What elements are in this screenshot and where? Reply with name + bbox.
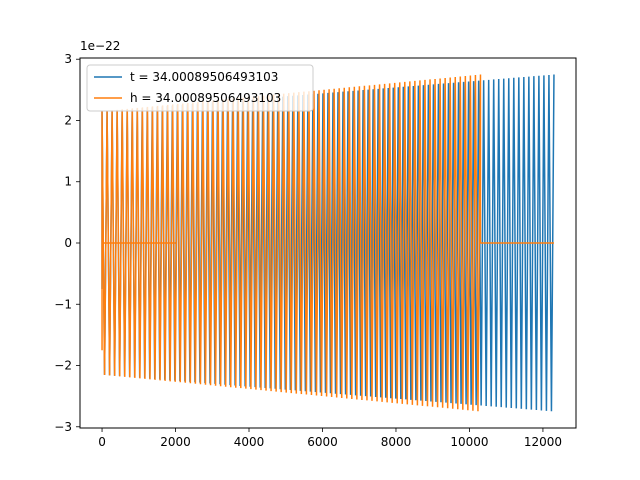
x-tick-label: 6000	[307, 435, 338, 449]
legend: t = 34.00089506493103 h = 34.00089506493…	[86, 64, 314, 112]
y-axis: −3 −2 −1 0 1 2 3	[54, 52, 80, 434]
x-tick-label: 12000	[524, 435, 562, 449]
y-tick-label: −1	[54, 297, 72, 311]
y-tick-label: 1	[64, 175, 72, 189]
x-tick-label: 4000	[234, 435, 265, 449]
y-tick-label: 0	[64, 236, 72, 250]
legend-label-t: t = 34.00089506493103	[130, 70, 278, 84]
legend-label-h: h = 34.00089506493103	[130, 91, 281, 105]
x-tick-label: 2000	[160, 435, 191, 449]
y-tick-label: −2	[54, 359, 72, 373]
legend-box	[86, 64, 314, 112]
y-tick-label: −3	[54, 420, 72, 434]
y-offset-label: 1e−22	[80, 39, 120, 53]
x-tick-label: 8000	[381, 435, 412, 449]
x-axis: 0 2000 4000 6000 8000 10000 12000	[98, 428, 562, 449]
series-layer	[101, 74, 555, 412]
y-tick-label: 2	[64, 113, 72, 127]
x-tick-label: 0	[98, 435, 106, 449]
x-tick-label: 10000	[450, 435, 488, 449]
y-tick-label: 3	[64, 52, 72, 66]
